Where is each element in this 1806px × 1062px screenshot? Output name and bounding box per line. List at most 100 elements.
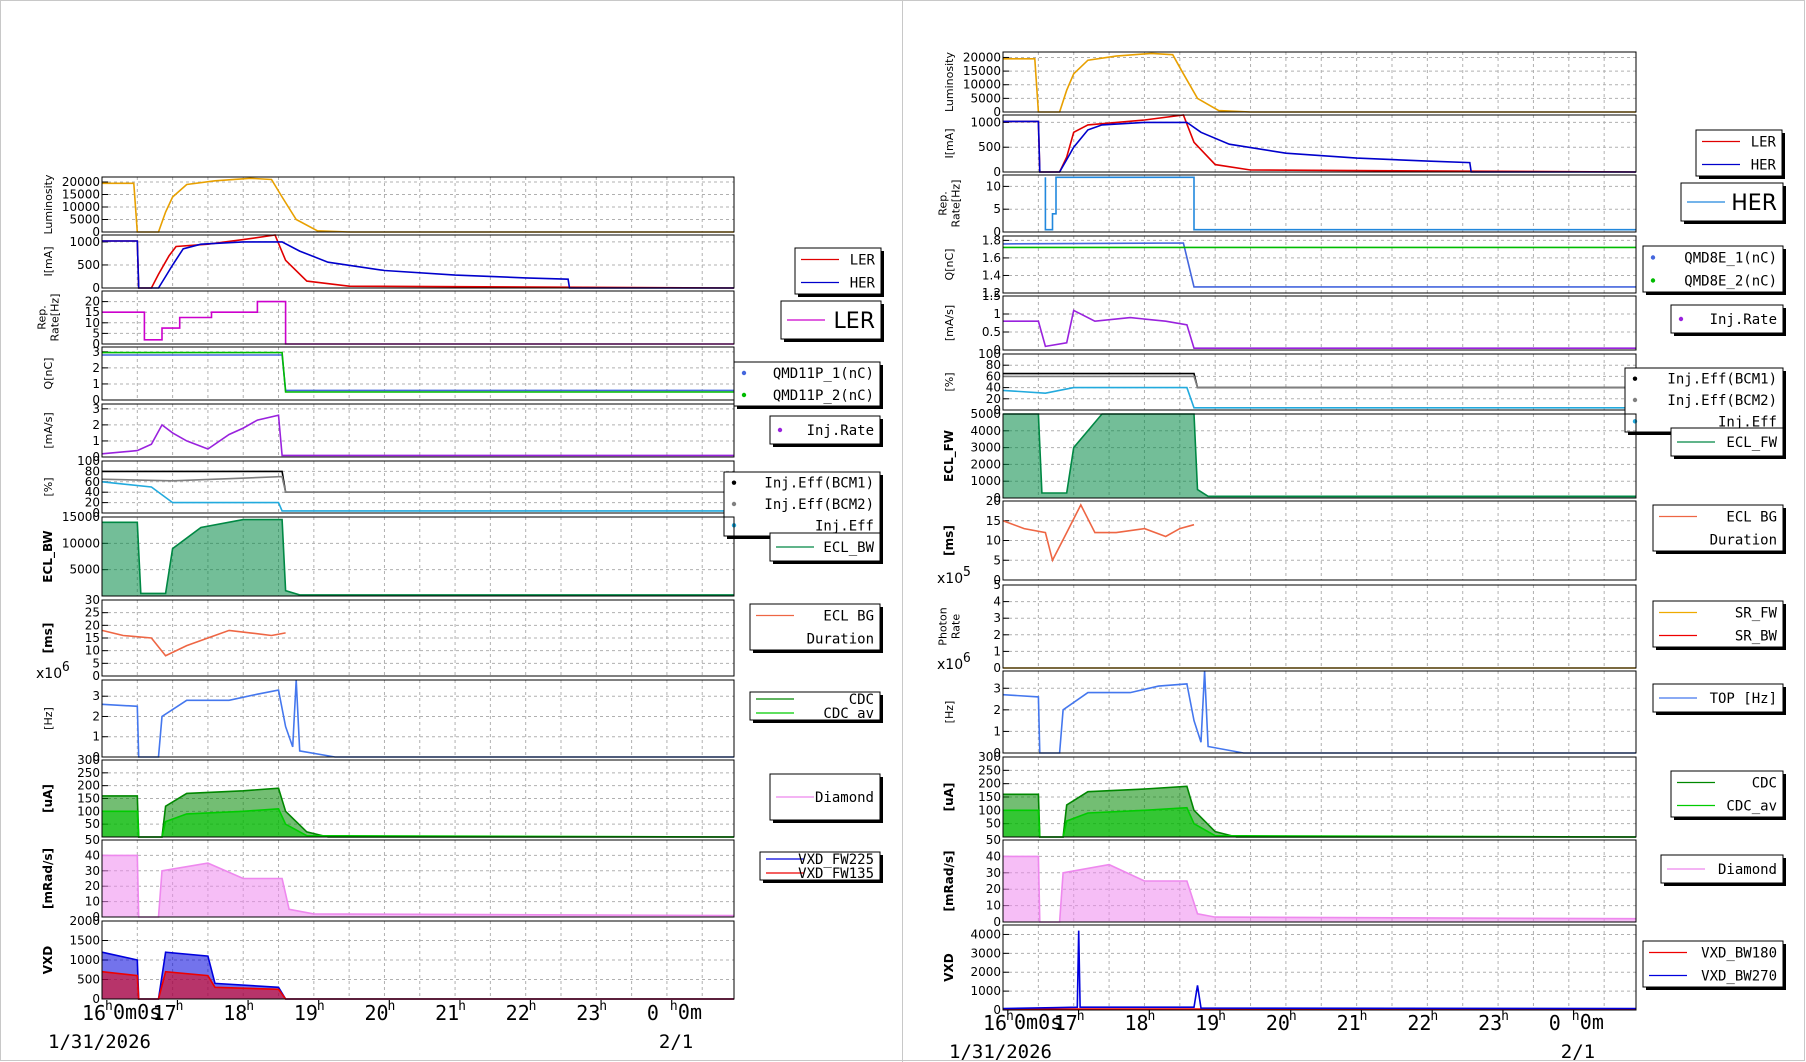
x-tick-label: 20 xyxy=(1266,1011,1290,1035)
y-tick-label: 0 xyxy=(993,491,1001,505)
panel-2-4: 1.2 1.4 1.6 1.8 Q[nC] QMD8E_1(nC) QMD8E_2(nC) xyxy=(943,233,1786,300)
x-tick-label: 19 xyxy=(294,1001,318,1025)
panel-frame xyxy=(101,176,735,233)
y-tick-label: 2 xyxy=(993,628,1001,642)
legend-marker xyxy=(777,427,783,433)
x-tick-unit: h xyxy=(458,999,466,1014)
legend-frame xyxy=(1652,600,1784,648)
y-tick-label: 100 xyxy=(77,804,100,818)
legend-label: Inj.Eff(BCM2) xyxy=(1667,393,1777,409)
panel-frame xyxy=(101,599,735,677)
y-tick-label: 0 xyxy=(92,506,100,520)
y-tick-label: 5 xyxy=(993,202,1001,216)
x-tick-label: 16 xyxy=(983,1011,1007,1035)
panel-2-8: 0 5 10 15 20 [ms] ECL BG Duration xyxy=(942,494,1786,587)
y-tick-label: 0 xyxy=(993,661,1001,675)
y-tick-label: 20 xyxy=(986,494,1001,508)
legend-label: VXD_FW135 xyxy=(798,866,874,882)
panel-frame xyxy=(1002,353,1637,411)
legend-label: Inj.Eff(BCM1) xyxy=(1667,372,1777,388)
legend-label: SR_FW xyxy=(1735,606,1778,622)
series-line-ecl-bg-duration xyxy=(101,629,286,657)
legend-frame xyxy=(1642,940,1784,988)
legend-label: Inj.Eff xyxy=(1718,414,1777,430)
y-axis-label: VXD xyxy=(942,953,956,982)
series-line-vxd-bw270 xyxy=(1002,930,1637,1010)
y-tick-label: 3 xyxy=(92,402,100,416)
x-tick-unit: h xyxy=(1147,1009,1155,1024)
panel-frame xyxy=(1002,51,1637,113)
y-tick-label: 5 xyxy=(92,656,100,670)
legend-marker xyxy=(731,480,737,485)
panel-frame xyxy=(101,460,735,514)
panel-frame xyxy=(101,290,735,345)
x-tick-unit: h xyxy=(1360,1009,1368,1024)
legend-label: CDC xyxy=(849,692,874,708)
y-multiplier-exponent: 6 xyxy=(963,651,971,666)
y-axis-label: Photon xyxy=(937,607,950,645)
y-tick-label: 30 xyxy=(986,866,1001,880)
legend-box: VXD_BW180 VXD_BW270 xyxy=(1642,940,1786,990)
legend-label: TOP [Hz] xyxy=(1710,691,1777,707)
column-divider xyxy=(902,0,903,1062)
y-tick-label: 50 xyxy=(986,833,1001,847)
x-tick-label: 20 xyxy=(364,1001,388,1025)
y-tick-label: 200 xyxy=(77,779,100,793)
legend-box: LER HER xyxy=(1695,129,1785,179)
y-tick-label: 1000 xyxy=(69,235,100,249)
y-tick-label: 250 xyxy=(978,763,1001,777)
y-tick-label: 0 xyxy=(92,992,100,1006)
y-tick-label: 0 xyxy=(993,1003,1001,1017)
y-tick-label: 0 xyxy=(92,337,100,351)
x-tick-label: 22 xyxy=(506,1001,530,1025)
x-tick-unit: h xyxy=(670,999,678,1014)
y-axis-label: [Hz] xyxy=(42,707,55,730)
y-axis-label: [mA/s] xyxy=(42,412,55,448)
y-tick-label: 20 xyxy=(85,879,100,893)
x-tick-extra: 0m xyxy=(1580,1010,1604,1034)
legend-label: QMD11P_2(nC) xyxy=(773,388,874,404)
series-area-cdc-av xyxy=(1003,807,1636,837)
y-tick-label: 2000 xyxy=(970,965,1001,979)
y-tick-label: 10 xyxy=(986,534,1001,548)
series-line-luminosity xyxy=(102,177,734,233)
x-tick-unit: h xyxy=(1077,1009,1085,1024)
legend-marker xyxy=(1632,376,1638,381)
y-tick-label: 100 xyxy=(978,347,1001,361)
y-tick-label: 10000 xyxy=(62,536,100,550)
y-axis-label: [uA] xyxy=(41,784,55,813)
y-tick-label: 1.4 xyxy=(982,268,1001,282)
y-tick-label: 20 xyxy=(85,496,100,510)
legend-box: ECL_BW xyxy=(769,532,883,564)
y-tick-label: 0 xyxy=(993,225,1001,239)
y-tick-label: 200 xyxy=(978,777,1001,791)
series-line-diamond xyxy=(1003,855,1637,923)
series-line-ecl-bw xyxy=(102,518,734,596)
legend-frame xyxy=(1624,367,1784,433)
y-axis-label: [uA] xyxy=(942,783,956,812)
panel-2-12: 0 10 20 30 40 50 [mRad/s] Diamond xyxy=(942,833,1786,929)
y-tick-label: 50 xyxy=(85,833,100,847)
y-tick-label: 0 xyxy=(993,343,1001,357)
y-tick-label: 5000 xyxy=(970,407,1001,421)
y-axis-label: ECL_BW xyxy=(41,530,56,582)
y-axis-label: Luminosity xyxy=(943,52,956,112)
y-tick-label: 30 xyxy=(85,593,100,607)
y-axis-label: I[mA] xyxy=(943,128,956,158)
series-line-inj-rate xyxy=(1003,309,1636,349)
y-tick-label: 0 xyxy=(993,573,1001,587)
panel-1-4: 0 1 2 3 Q[nC] QMD11P_1(nC) QMD11P_2(nC) xyxy=(42,345,883,409)
y-tick-label: 40 xyxy=(986,381,1001,395)
panel-1-5: 0 1 2 3 [mA/s] Inj.Rate xyxy=(42,402,883,464)
legend-box: QMD8E_1(nC) QMD8E_2(nC) xyxy=(1642,245,1786,295)
y-multiplier: x10 xyxy=(36,666,62,682)
x-tick-label: 22 xyxy=(1407,1011,1431,1035)
y-tick-label: 3 xyxy=(993,681,1001,695)
panel-2-2: 0 500 1000 I[mA] LER HER xyxy=(943,114,1785,179)
legend-label: HER xyxy=(1731,191,1777,216)
x-tick-label: 0 xyxy=(647,1001,659,1025)
y-tick-label: 15000 xyxy=(62,188,100,202)
